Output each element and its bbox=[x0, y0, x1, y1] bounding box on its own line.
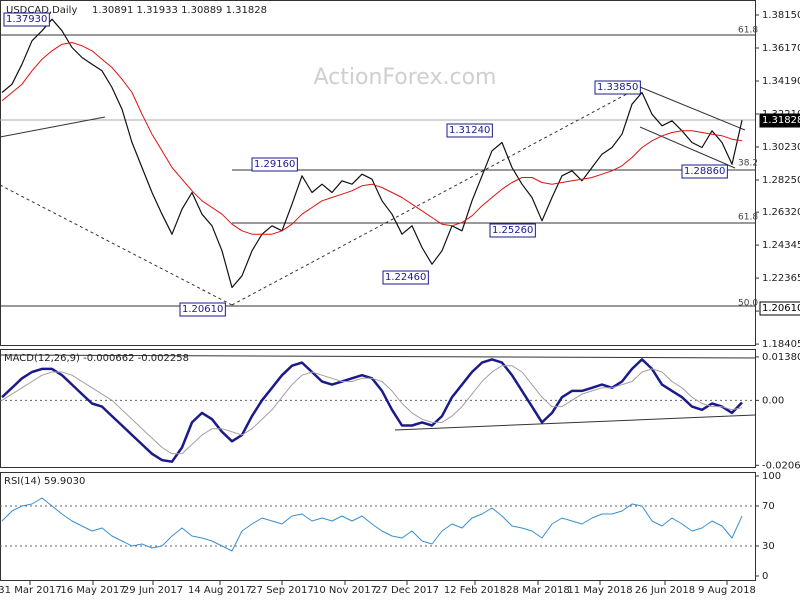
fib-label: 61.8 bbox=[738, 26, 758, 36]
fib-label: 38.2 bbox=[738, 159, 758, 169]
x-tick-label: 10 Nov 2017 bbox=[313, 585, 377, 596]
y-tick-label: 1.24345 bbox=[762, 240, 800, 251]
series-line bbox=[1, 18, 743, 289]
y-tick-label: 70 bbox=[762, 501, 775, 512]
label-box bbox=[446, 123, 493, 138]
y-tick-label: 30 bbox=[762, 541, 775, 552]
trend-line bbox=[0, 116, 106, 138]
series-line bbox=[1, 42, 743, 235]
channel-line bbox=[639, 126, 736, 169]
series-line bbox=[1, 365, 743, 455]
x-tick-label: 31 Mar 2017 bbox=[0, 585, 62, 596]
price-tag: 1.31828 bbox=[762, 115, 800, 126]
y-tick-label: 1.34190 bbox=[762, 76, 800, 87]
price-annotation: 1.31240 bbox=[449, 125, 490, 136]
label-box bbox=[594, 80, 641, 95]
x-tick-label: 27 Sep 2017 bbox=[250, 585, 313, 596]
trend-line bbox=[231, 86, 641, 306]
label-box bbox=[681, 164, 728, 179]
x-tick-label: 28 Mar 2018 bbox=[506, 585, 569, 596]
watermark: ActionForex.com bbox=[314, 65, 497, 90]
label-box bbox=[759, 301, 800, 316]
ohlc-readout: 1.30891 1.31933 1.30889 1.31828 bbox=[92, 5, 267, 16]
label-box bbox=[382, 270, 429, 285]
price-annotation: 1.22460 bbox=[385, 272, 426, 283]
x-tick-label: 29 Jun 2017 bbox=[123, 585, 183, 596]
label-box bbox=[759, 113, 800, 128]
chart-title: USDCAD,Daily bbox=[6, 5, 77, 16]
macd-title: MACD(12,26,9) -0.000662 -0.002258 bbox=[4, 353, 189, 364]
trend-line bbox=[394, 414, 756, 431]
y-tick-label: 1.28250 bbox=[762, 175, 800, 186]
y-tick-label: 0.013802 bbox=[762, 352, 800, 363]
y-tick-label: 1.36170 bbox=[762, 43, 800, 54]
price-annotation: 1.33850 bbox=[597, 82, 638, 93]
x-tick-label: 9 Aug 2018 bbox=[698, 585, 756, 596]
fib-label: 61.8 bbox=[738, 213, 758, 223]
y-tick-label: 1.38150 bbox=[762, 10, 800, 21]
price-panel bbox=[0, 0, 756, 346]
y-tick-label: 100 bbox=[762, 471, 781, 482]
x-tick-label: 16 May 2017 bbox=[60, 585, 125, 596]
x-tick-label: 26 Jun 2018 bbox=[635, 585, 695, 596]
series-line bbox=[1, 497, 743, 552]
label-box bbox=[179, 302, 226, 317]
trend-line bbox=[0, 184, 233, 306]
rsi-title: RSI(14) 59.9030 bbox=[4, 476, 85, 487]
label-box bbox=[251, 157, 298, 172]
y-tick-label: 0.00 bbox=[762, 395, 784, 406]
y-tick-label: 1.26320 bbox=[762, 207, 800, 218]
channel-line bbox=[639, 86, 746, 131]
label-box bbox=[3, 12, 50, 27]
price-annotation: 1.20610 bbox=[182, 304, 223, 315]
fib-label: 50.0 bbox=[738, 299, 758, 309]
y-tick-label: -0.020648 bbox=[762, 460, 800, 471]
x-tick-label: 14 Aug 2017 bbox=[188, 585, 252, 596]
price-annotation: 1.37930 bbox=[6, 14, 47, 25]
rsi-panel bbox=[0, 472, 756, 581]
trend-line bbox=[0, 354, 756, 359]
price-annotation: 1.25260 bbox=[492, 225, 533, 236]
price-tag: 1.20610 bbox=[762, 303, 800, 314]
macd-panel bbox=[0, 349, 756, 468]
x-tick-label: 27 Dec 2017 bbox=[375, 585, 439, 596]
label-box bbox=[489, 223, 536, 238]
y-tick-label: 1.18405 bbox=[762, 339, 800, 350]
y-tick-label: 1.30230 bbox=[762, 142, 800, 153]
x-tick-label: 11 May 2018 bbox=[567, 585, 632, 596]
x-tick-label: 12 Feb 2018 bbox=[444, 585, 506, 596]
price-annotation: 1.28860 bbox=[684, 166, 725, 177]
price-annotation: 1.29160 bbox=[254, 159, 295, 170]
y-tick-label: 1.22365 bbox=[762, 273, 800, 284]
y-tick-label: 0 bbox=[762, 571, 768, 582]
